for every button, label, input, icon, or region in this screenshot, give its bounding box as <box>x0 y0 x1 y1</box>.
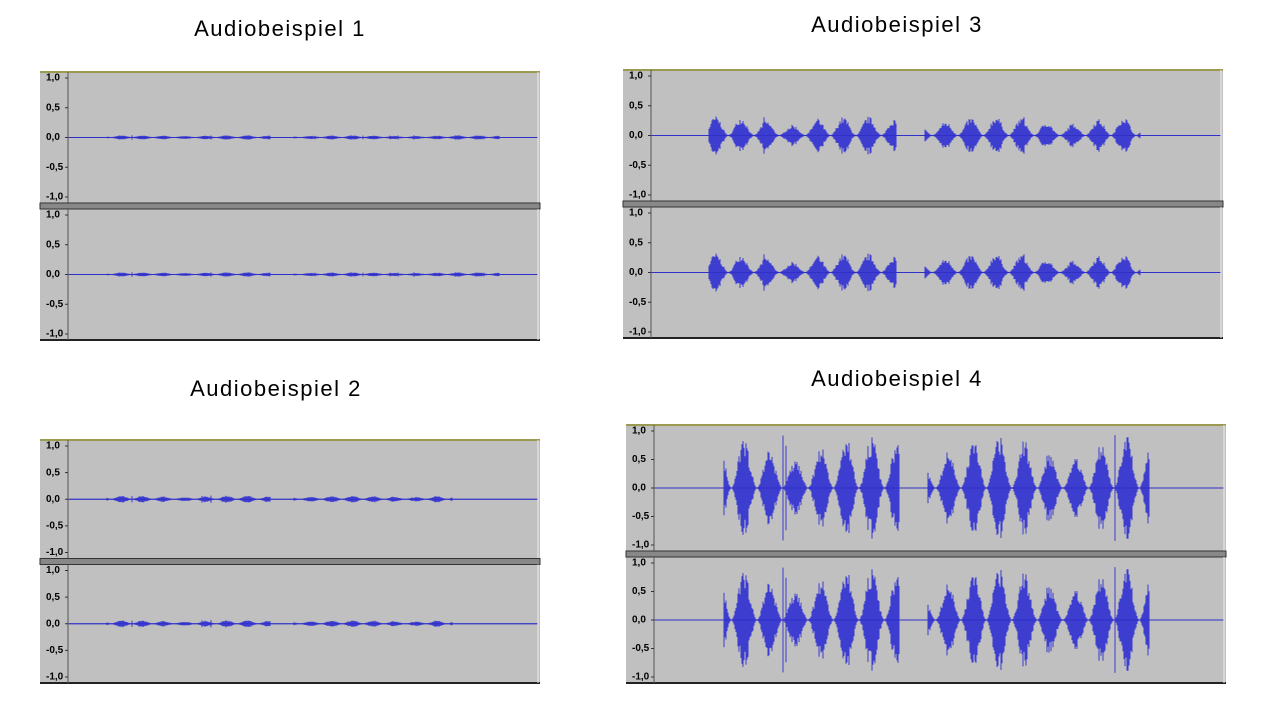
y-tick-label: 0,0 <box>632 615 646 626</box>
channel-separator <box>39 558 541 565</box>
y-tick-label: -0,5 <box>46 645 64 656</box>
y-tick-label: 0,0 <box>46 132 60 143</box>
y-tick-label: 0,5 <box>46 592 60 603</box>
y-tick-label: -1,0 <box>632 540 650 551</box>
y-tick-label: 0,5 <box>629 100 643 111</box>
y-tick-label: 1,0 <box>632 426 646 437</box>
y-tick-label: -1,0 <box>46 329 64 340</box>
channel-separator <box>39 202 541 210</box>
channel-separator <box>625 550 1227 558</box>
y-tick-label: 0,0 <box>46 618 60 629</box>
y-tick-label: 1,0 <box>632 558 646 569</box>
y-tick-label: -1,0 <box>632 672 650 683</box>
y-tick-label: 1,0 <box>46 73 60 84</box>
y-tick-label: -0,5 <box>46 162 64 173</box>
y-tick-label: 0,0 <box>632 483 646 494</box>
y-tick-label: 0,5 <box>632 586 646 597</box>
y-tick-label: -1,0 <box>46 192 64 203</box>
y-tick-label: -0,5 <box>632 511 650 522</box>
y-tick-label: 1,0 <box>46 565 60 576</box>
panel-title: Audiobeispiel 2 <box>190 376 362 401</box>
y-tick-label: -1,0 <box>46 547 64 558</box>
channel-separator <box>622 200 1224 208</box>
y-tick-label: 0,5 <box>632 454 646 465</box>
y-tick-label: -1,0 <box>46 672 64 683</box>
y-tick-label: 0,0 <box>629 267 643 278</box>
y-tick-label: 0,0 <box>46 269 60 280</box>
y-tick-label: 1,0 <box>46 210 60 221</box>
panel-title: Audiobeispiel 3 <box>811 12 983 37</box>
panel-title: Audiobeispiel 1 <box>194 16 366 41</box>
y-tick-label: 1,0 <box>629 208 643 219</box>
y-tick-label: -0,5 <box>629 297 647 308</box>
y-tick-label: 0,0 <box>46 494 60 505</box>
y-tick-label: 0,5 <box>46 102 60 113</box>
y-tick-label: 0,5 <box>46 467 60 478</box>
panel-title: Audiobeispiel 4 <box>811 366 983 391</box>
y-tick-label: 0,5 <box>46 239 60 250</box>
y-tick-label: -1,0 <box>629 327 647 338</box>
y-tick-label: 0,0 <box>629 130 643 141</box>
y-tick-label: -0,5 <box>632 643 650 654</box>
y-tick-label: -0,5 <box>46 521 64 532</box>
y-tick-label: -1,0 <box>629 190 647 201</box>
y-tick-label: -0,5 <box>46 299 64 310</box>
y-tick-label: -0,5 <box>629 160 647 171</box>
y-tick-label: 0,5 <box>629 237 643 248</box>
y-tick-label: 1,0 <box>629 71 643 82</box>
y-tick-label: 1,0 <box>46 441 60 452</box>
